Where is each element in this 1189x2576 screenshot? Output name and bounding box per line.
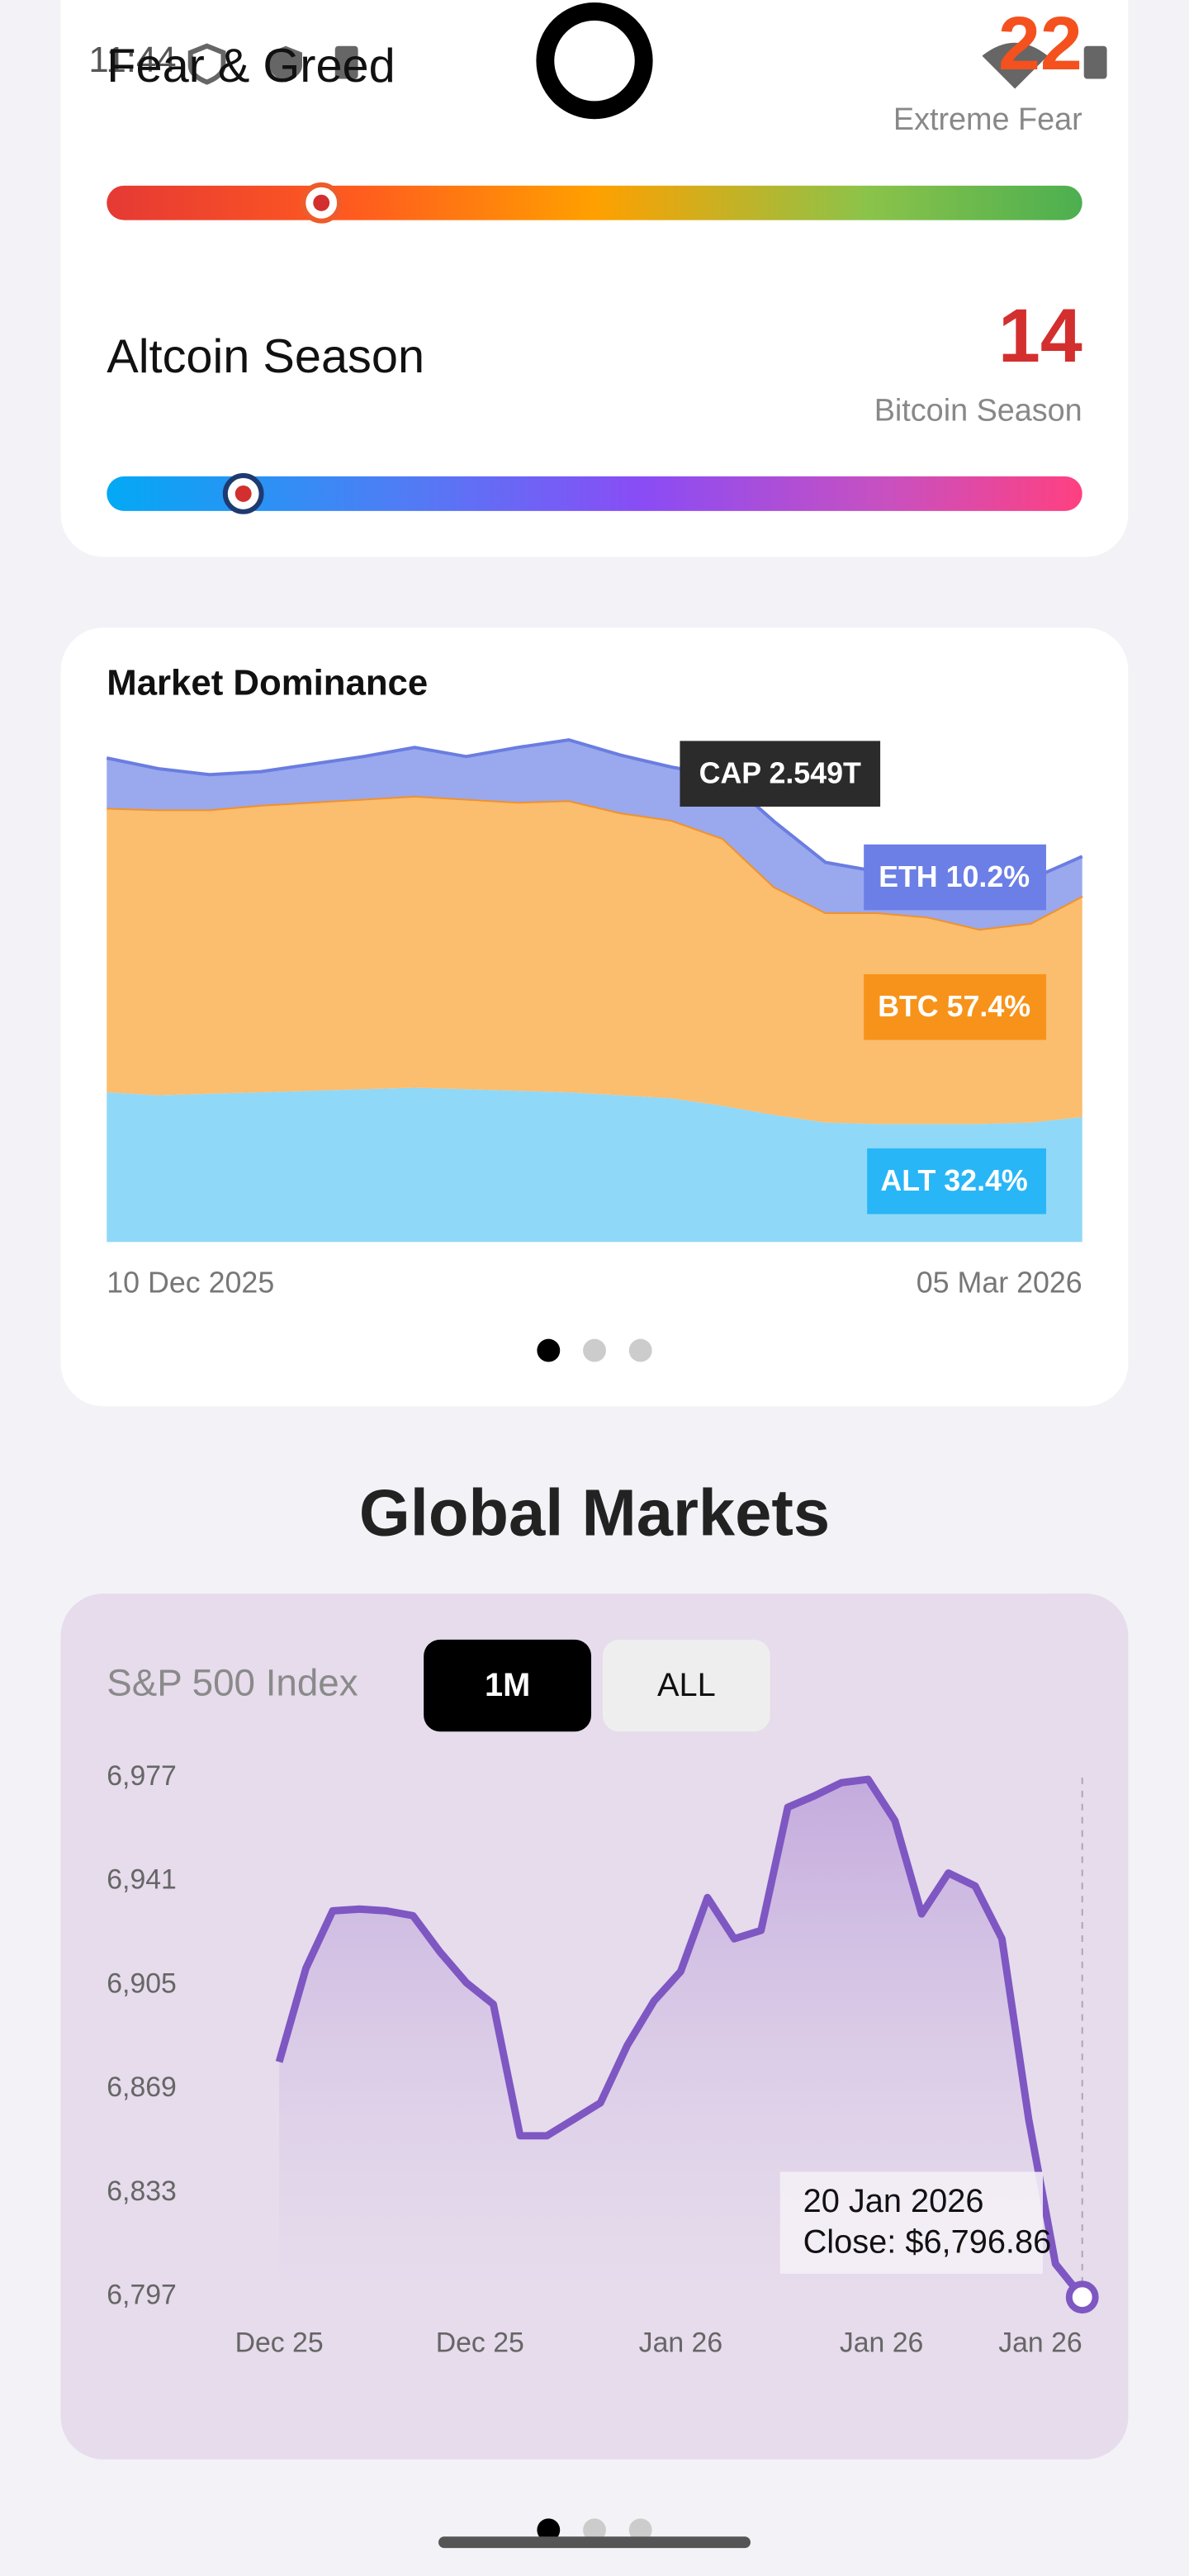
tab-label[interactable]: 1M [485,1667,530,1703]
tooltip-box [779,2171,1043,2274]
tooltip-date: 20 Jan 2026 [803,2183,984,2219]
sentiment-card [60,0,1129,557]
pager-dot[interactable] [583,1338,606,1362]
x-tick-label: Jan 26 [639,2327,722,2358]
altcoin-bar [107,476,1082,511]
bottom-pager [537,2518,652,2542]
cap-annotation-box [680,741,881,807]
cap-annotation: CAP 2.549T [699,757,861,790]
altcoin-value: 14 [998,294,1082,378]
altcoin-label: Bitcoin Season [874,393,1082,428]
series-label: BTC 57.4% [864,973,1046,1040]
dominance-title: Market Dominance [107,662,428,703]
series-label-box [867,1148,1046,1215]
altcoin-title: Altcoin Season [107,330,424,383]
tab-button[interactable] [602,1639,770,1732]
pager-dot[interactable] [628,1338,652,1362]
section-title: Global Markets [359,1476,830,1550]
x-tick-label: Jan 26 [998,2327,1082,2358]
tab-button[interactable] [424,1639,592,1732]
pager-dot[interactable] [537,2518,561,2542]
area-segment [107,795,1082,1125]
camera-cutout [536,2,653,120]
series-label-text: BTC 57.4% [878,990,1030,1023]
y-tick-label: 6,869 [107,2072,177,2103]
x-tick-label: Jan 26 [840,2327,923,2358]
series-label-text: ETH 10.2% [879,860,1030,893]
y-tick-label: 6,905 [107,1968,177,1999]
tooltip-value: Close: $6,796.86 [803,2224,1052,2261]
series-label-box [864,844,1046,911]
highlight-point [1065,2280,1099,2314]
series-label: ALT 32.4% [867,1148,1046,1215]
y-tick-label: 6,797 [107,2280,177,2311]
pager-dot[interactable] [583,2518,606,2542]
series-label-text: ALT 32.4% [880,1164,1027,1197]
sim-icon [334,45,358,79]
gauge-marker-dot [313,194,330,211]
series-label: ETH 10.2% [864,844,1046,911]
y-tick-label: 6,977 [107,1760,177,1792]
chart-title: S&P 500 Index [107,1662,358,1704]
x-start-label: 10 Dec 2025 [107,1266,274,1299]
area-segment [107,1087,1082,1243]
x-end-label: 05 Mar 2026 [917,1266,1082,1299]
y-tick-label: 6,941 [107,1864,177,1896]
home-indicator[interactable] [438,2536,751,2549]
line-area [279,1779,1082,2298]
wifi-icon [982,42,1048,89]
battery-icon [1083,45,1107,79]
status-icons [187,42,1107,89]
y-tick-label: 6,833 [107,2176,177,2207]
fear-greed-label: Extreme Fear [893,102,1082,137]
series-label-box [864,973,1046,1040]
x-tick-label: Dec 25 [235,2327,324,2358]
shield-icon [269,45,302,83]
fear-greed-bar [107,185,1082,220]
dominance-pager [537,1338,652,1362]
fear-greed-title: Fear & Greed [107,40,395,92]
gauge-marker-dot [234,485,252,502]
fear-greed-value: 22 [998,2,1082,86]
shield-icon [187,43,226,85]
pager-dot[interactable] [537,1338,561,1362]
dominance-chart: ALT 32.4% BTC 57.4% ETH 10.2% CAP 2.549T [106,738,1083,1243]
pager-dot[interactable] [628,2518,652,2542]
price-line [275,1775,1086,2300]
status-time: 11:44 [88,40,176,80]
x-tick-label: Dec 25 [436,2327,524,2358]
area-segment [107,740,1082,930]
sp-chart: 1M ALL 6,797 6,833 6,869 6,905 6,941 6,977 Dec 2… [107,1639,1099,2358]
tab-label[interactable]: ALL [657,1667,716,1703]
